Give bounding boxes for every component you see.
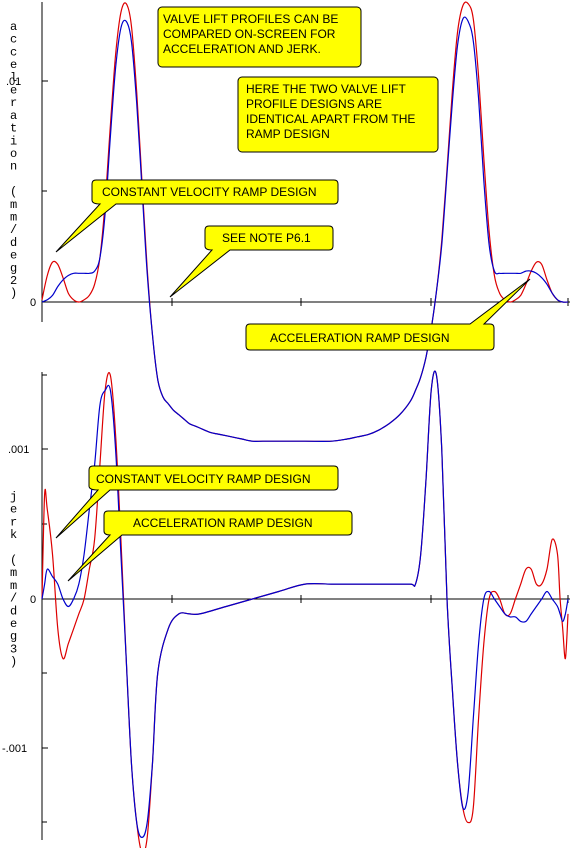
acceleration-ytick-label: .01 xyxy=(6,76,21,88)
axis-label-letter: m xyxy=(10,579,17,593)
axis-label-letter: 2 xyxy=(10,274,17,288)
axis-label-letter: c xyxy=(10,33,17,47)
axis-label-letter: k xyxy=(10,528,17,542)
axis-label-letter: m xyxy=(10,198,17,212)
callout-text: VALVE LIFT PROFILES CAN BE COMPARED ON-S… xyxy=(163,12,342,56)
acceleration-acceleration-ramp-curve xyxy=(41,16,569,442)
acceleration-y-axis-label: a c c e l e r a t i o n(m m / d e g 2) xyxy=(10,20,17,301)
axis-label-letter: e xyxy=(10,617,17,631)
axis-label-letter: e xyxy=(10,84,17,98)
axis-label-letter: e xyxy=(10,249,17,263)
note-line: VALVE LIFT PROFILES CAN BE xyxy=(163,12,338,26)
callout-text: ACCELERATION RAMP DESIGN xyxy=(133,516,313,530)
jerk-axes: .001 0 -.001 j e r k(m m / d e g 3) xyxy=(2,372,570,840)
axis-label-letter: n xyxy=(10,160,17,174)
axis-label-letter: / xyxy=(10,592,17,606)
callout-shape xyxy=(55,179,339,253)
axis-label-letter: / xyxy=(10,223,17,237)
axis-label-letter: o xyxy=(10,147,17,161)
callout-constant-velocity-top: CONSTANT VELOCITY RAMP DESIGN xyxy=(55,179,339,253)
axis-label-letter: r xyxy=(10,96,17,110)
callout-shape xyxy=(169,225,334,298)
axis-label-letter: a xyxy=(10,20,17,34)
axis-label-letter: g xyxy=(10,630,17,644)
callout-text: SEE NOTE P6.1 xyxy=(222,231,311,245)
callout-constant-velocity-bottom: CONSTANT VELOCITY RAMP DESIGN xyxy=(55,465,339,539)
callout-shape xyxy=(55,465,339,539)
jerk-ytick-label: 0 xyxy=(30,594,36,606)
axis-label-letter: l xyxy=(10,71,17,85)
callout-box xyxy=(237,76,439,153)
note-line: ACCELERATION AND JERK. xyxy=(163,42,321,56)
axis-label-letter: m xyxy=(10,566,17,580)
callout-identical: HERE THE TWO VALVE LIFT PROFILE DESIGNS … xyxy=(237,76,439,153)
note-line: HERE THE TWO VALVE LIFT xyxy=(246,82,406,96)
acceleration-constant-velocity-ramp-curve xyxy=(41,1,569,442)
axis-label-letter: 3 xyxy=(10,642,17,656)
axis-label-letter: ) xyxy=(10,287,17,301)
callout-box xyxy=(157,6,362,68)
note-line: RAMP DESIGN xyxy=(246,127,330,141)
axis-label-letter: a xyxy=(10,109,17,123)
callout-text: CONSTANT VELOCITY RAMP DESIGN xyxy=(102,185,317,199)
jerk-acceleration-ramp-curve xyxy=(41,370,569,839)
callout-text: CONSTANT VELOCITY RAMP DESIGN xyxy=(96,472,311,486)
jerk-ytick-label: -.001 xyxy=(2,743,27,755)
note-line: COMPARED ON-SCREEN FOR xyxy=(163,27,336,41)
acceleration-axes: .01 0 a c c e l e r a t i o n(m m / d e g 2) xyxy=(6,2,570,322)
jerk-constant-velocity-ramp-curve xyxy=(41,370,569,848)
axis-label-letter: i xyxy=(10,134,17,148)
jerk-ytick-label: .001 xyxy=(8,444,29,456)
callout-shape xyxy=(245,278,531,351)
callout-acceleration-ramp-bottom: ACCELERATION RAMP DESIGN xyxy=(67,510,353,582)
callout-shape xyxy=(67,510,353,582)
axis-label-letter: g xyxy=(10,261,17,275)
axis-label-letter: e xyxy=(10,58,17,72)
acceleration-ytick-label: 0 xyxy=(30,297,36,309)
callout-text: HERE THE TWO VALVE LIFT PROFILE DESIGNS … xyxy=(246,82,419,141)
axis-label-letter: d xyxy=(10,604,17,618)
note-line: IDENTICAL APART FROM THE xyxy=(246,112,415,126)
callout-text: ACCELERATION RAMP DESIGN xyxy=(270,331,450,345)
axis-label-letter: ( xyxy=(10,554,17,568)
callout-see-note: SEE NOTE P6.1 xyxy=(169,225,334,298)
axis-label-letter: c xyxy=(10,45,17,59)
axis-label-letter: d xyxy=(10,236,17,250)
jerk-y-axis-label: j e r k(m m / d e g 3) xyxy=(10,490,17,669)
axis-label-letter: ( xyxy=(10,185,17,199)
axis-label-letter: t xyxy=(10,122,17,136)
axis-label-letter: j xyxy=(10,490,17,504)
axis-label-letter: e xyxy=(10,503,17,517)
curves xyxy=(41,1,569,848)
axis-label-letter: r xyxy=(10,515,17,529)
axis-label-letter: ) xyxy=(10,655,17,669)
axis-label-letter: m xyxy=(10,211,17,225)
note-line: PROFILE DESIGNS ARE xyxy=(246,97,382,111)
callout-comparison: VALVE LIFT PROFILES CAN BE COMPARED ON-S… xyxy=(157,6,362,68)
callout-acceleration-ramp-top: ACCELERATION RAMP DESIGN xyxy=(245,278,531,351)
